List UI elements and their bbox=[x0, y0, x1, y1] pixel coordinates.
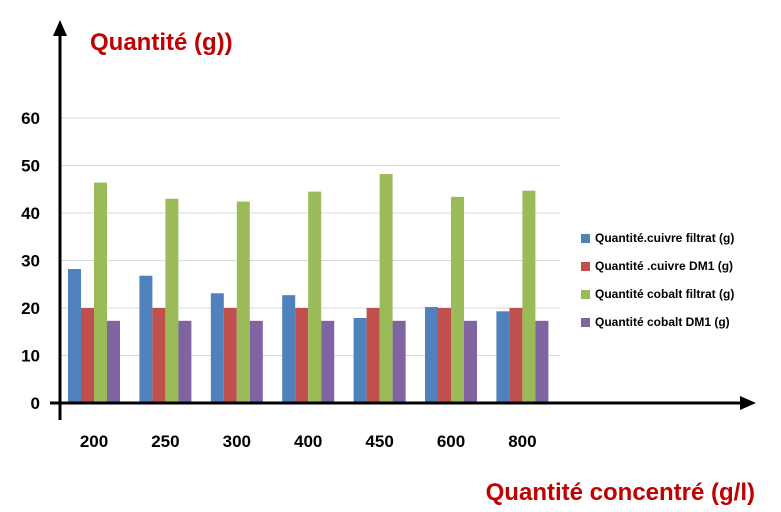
bar bbox=[496, 311, 510, 403]
bar bbox=[68, 269, 81, 403]
bar bbox=[210, 293, 224, 403]
bar bbox=[392, 320, 406, 403]
bar bbox=[178, 320, 192, 403]
legend-swatch bbox=[581, 262, 590, 271]
y-tick-label: 0 bbox=[31, 394, 40, 413]
y-axis-title: Quantité (g)) bbox=[90, 29, 233, 56]
x-tick-label: 600 bbox=[437, 432, 465, 451]
bar bbox=[353, 317, 367, 403]
bar bbox=[425, 307, 438, 403]
bar bbox=[295, 308, 309, 403]
bar bbox=[438, 308, 451, 403]
y-tick-label: 30 bbox=[21, 252, 40, 271]
bar bbox=[451, 196, 464, 403]
bar bbox=[464, 320, 477, 403]
bar bbox=[236, 201, 250, 403]
x-axis-arrow bbox=[740, 396, 756, 410]
bar bbox=[165, 198, 179, 403]
bar bbox=[223, 308, 237, 403]
bar bbox=[379, 174, 393, 403]
bars bbox=[68, 174, 549, 403]
bar bbox=[249, 320, 263, 403]
x-tick-label: 300 bbox=[223, 432, 251, 451]
legend-swatch bbox=[581, 318, 590, 327]
y-tick-label: 40 bbox=[21, 204, 40, 223]
x-axis-title: Quantité concentré (g/l) bbox=[486, 479, 755, 506]
bar bbox=[321, 320, 335, 403]
legend-swatch bbox=[581, 234, 590, 243]
y-tick-label: 20 bbox=[21, 299, 40, 318]
legend-label: Quantité .cuivre DM1 (g) bbox=[595, 259, 733, 273]
legend-label: Quantité cobalt filtrat (g) bbox=[595, 287, 734, 301]
y-axis-arrow bbox=[53, 20, 67, 36]
y-tick-label: 10 bbox=[21, 347, 40, 366]
x-tick-label: 450 bbox=[365, 432, 393, 451]
y-tick-labels: 0 10 20 30 40 50 60 bbox=[21, 109, 40, 413]
legend-label: Quantité.cuivre filtrat (g) bbox=[595, 231, 734, 245]
x-tick-label: 250 bbox=[151, 432, 179, 451]
bar bbox=[509, 308, 523, 403]
x-tick-label: 800 bbox=[508, 432, 536, 451]
bar bbox=[139, 275, 153, 403]
y-tick-label: 50 bbox=[21, 157, 40, 176]
x-tick-label: 200 bbox=[80, 432, 108, 451]
legend: Quantité.cuivre filtrat (g) Quantité .cui… bbox=[581, 231, 734, 329]
bar bbox=[282, 295, 296, 403]
legend-label: Quantité cobalt DM1 (g) bbox=[595, 315, 730, 329]
bar bbox=[81, 308, 94, 403]
bar bbox=[535, 320, 549, 403]
bar bbox=[152, 308, 166, 403]
legend-swatch bbox=[581, 290, 590, 299]
bar bbox=[522, 190, 536, 403]
x-tick-label: 400 bbox=[294, 432, 322, 451]
bar bbox=[107, 320, 120, 403]
bar bbox=[308, 191, 322, 403]
bar bbox=[94, 182, 107, 403]
y-tick-label: 60 bbox=[21, 109, 40, 128]
x-tick-labels: 200 250 300 400 450 600 800 bbox=[80, 432, 537, 451]
bar bbox=[366, 308, 380, 403]
